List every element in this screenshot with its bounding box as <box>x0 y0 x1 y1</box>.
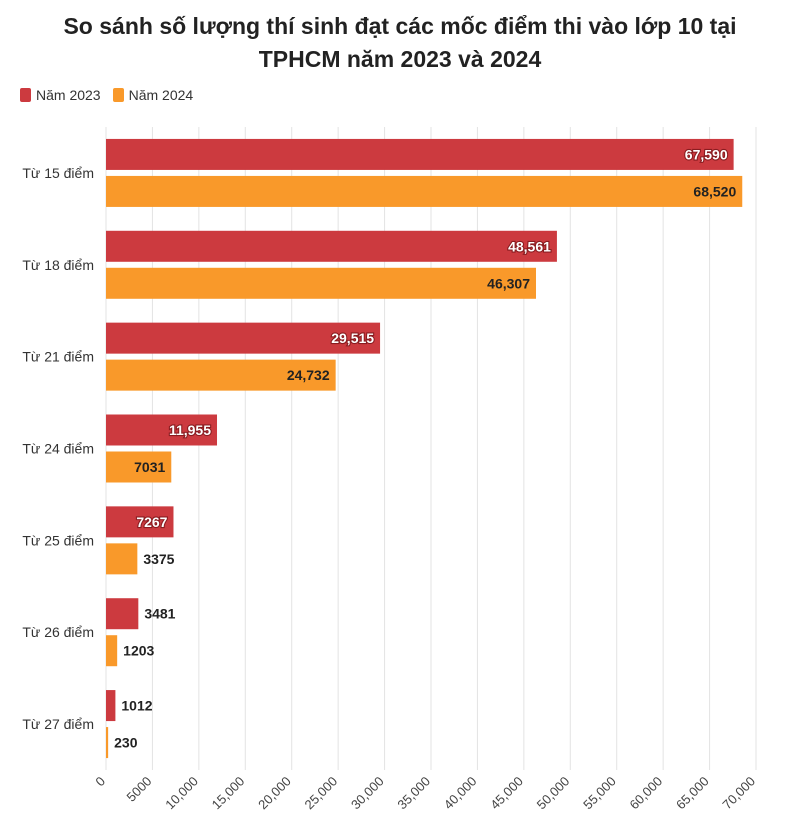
x-tick-label: 35,000 <box>394 774 433 813</box>
x-tick-label: 20,000 <box>255 774 294 813</box>
data-label: 67,590 <box>685 146 728 162</box>
bar-2023 <box>106 598 139 630</box>
data-label: 7031 <box>134 459 165 475</box>
x-tick-label: 10,000 <box>162 774 201 813</box>
legend-swatch-2023 <box>20 88 31 102</box>
legend-swatch-2024 <box>112 88 124 102</box>
category-label: Từ 15 điểm <box>22 165 94 181</box>
bar-2023 <box>106 690 116 722</box>
bar-2024 <box>106 175 743 207</box>
data-label: 1203 <box>123 643 154 659</box>
x-tick-label: 30,000 <box>348 774 387 813</box>
x-tick-label: 0 <box>92 774 108 790</box>
bar-2024 <box>106 451 172 483</box>
legend-label-2023: Năm 2023 <box>36 87 101 103</box>
data-label: 3481 <box>144 606 175 622</box>
bar-2023 <box>106 506 174 538</box>
data-label: 68,520 <box>693 183 736 199</box>
category-label: Từ 27 điểm <box>22 716 94 732</box>
data-label: 29,515 <box>331 330 374 346</box>
legend: Năm 2023 Năm 2024 <box>20 87 193 103</box>
legend-item-2023: Năm 2023 <box>20 87 101 103</box>
bar-2024 <box>106 543 138 575</box>
x-tick-label: 40,000 <box>441 774 480 813</box>
bar-2023 <box>106 230 557 262</box>
category-label: Từ 18 điểm <box>22 257 94 273</box>
data-label: 46,307 <box>487 275 530 291</box>
bar-2023 <box>106 414 218 446</box>
x-tick-label: 65,000 <box>673 774 712 813</box>
data-label: 7267 <box>136 514 167 530</box>
x-tick-label: 25,000 <box>302 774 341 813</box>
x-tick-label: 55,000 <box>580 774 619 813</box>
x-tick-label: 60,000 <box>627 774 666 813</box>
category-label: Từ 25 điểm <box>22 532 94 548</box>
chart-title: So sánh số lượng thí sinh đạt các mốc đi… <box>63 13 737 72</box>
data-label: 230 <box>114 735 138 751</box>
x-tick-label: 15,000 <box>209 774 248 813</box>
bar-2024 <box>106 727 109 759</box>
category-label: Từ 24 điểm <box>22 441 94 457</box>
data-label: 1012 <box>121 698 152 714</box>
bar-2023 <box>106 322 381 354</box>
data-label: 3375 <box>143 551 174 567</box>
category-label: Từ 21 điểm <box>22 349 94 365</box>
x-tick-label: 5000 <box>123 774 154 805</box>
legend-item-2024: Năm 2024 <box>112 87 194 103</box>
category-label: Từ 26 điểm <box>22 624 94 640</box>
bar-2024 <box>106 359 336 391</box>
x-tick-label: 45,000 <box>487 774 526 813</box>
x-tick-label: 50,000 <box>534 774 573 813</box>
legend-label-2024: Năm 2024 <box>128 87 194 103</box>
bar-2023 <box>106 138 734 170</box>
x-tick-label: 70,000 <box>719 774 758 813</box>
data-label: 48,561 <box>508 238 551 254</box>
data-label: 11,955 <box>169 422 211 438</box>
bar-2024 <box>106 267 536 299</box>
data-label: 24,732 <box>287 367 330 383</box>
bar-2024 <box>106 635 118 667</box>
